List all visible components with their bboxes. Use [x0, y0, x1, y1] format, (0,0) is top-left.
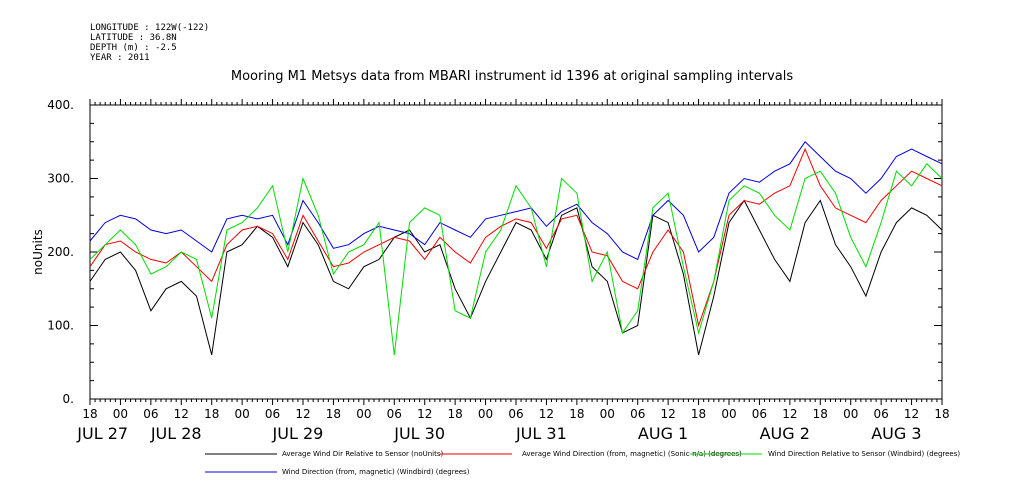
series-lines	[89, 141, 943, 356]
x-tick-label: 18	[934, 407, 949, 421]
x-tick-label: 18	[691, 407, 706, 421]
series-line	[89, 163, 943, 355]
legend: Average Wind Dir Relative to Sensor (noU…	[205, 450, 960, 476]
x-day-label: AUG 1	[638, 424, 688, 443]
x-tick-label: 00	[843, 407, 858, 421]
x-tick-label: 06	[874, 407, 889, 421]
x-tick-label: 12	[417, 407, 432, 421]
x-tick-label: 12	[295, 407, 310, 421]
x-tick-label: 12	[539, 407, 554, 421]
x-tick-labels: 18 00 06 12 18 00 06 12 18 00 06 12 18 00 06 12 18 00 06 12…	[82, 407, 949, 421]
x-tick-label: 12	[904, 407, 919, 421]
x-tick-label: 00	[721, 407, 736, 421]
x-tick-label: 12	[782, 407, 797, 421]
x-tick-label: 06	[752, 407, 767, 421]
x-tick-label: 18	[448, 407, 463, 421]
plot-frame	[89, 104, 943, 400]
x-day-label: JUL 28	[150, 424, 202, 443]
legend-label: Average Wind Dir Relative to Sensor (noU…	[282, 450, 443, 458]
metadata-line: LATITUDE : 36.8N	[90, 33, 177, 43]
y-tick-label: 100.	[47, 319, 74, 333]
series-line	[89, 141, 943, 261]
legend-label: Average Wind Direction (from, magnetic) …	[522, 450, 742, 458]
x-tick-label: 06	[387, 407, 402, 421]
x-day-label: AUG 3	[871, 424, 921, 443]
chart-title: Mooring M1 Metsys data from MBARI instru…	[231, 69, 793, 84]
metadata-line: YEAR : 2011	[90, 53, 150, 63]
y-tick-label: 200.	[47, 245, 74, 259]
y-tick-label: 300.	[47, 172, 74, 186]
x-tick-label: 00	[478, 407, 493, 421]
series-line	[89, 199, 943, 356]
x-tick-label: 00	[600, 407, 615, 421]
x-tick-label: 18	[204, 407, 219, 421]
x-tick-label: 06	[265, 407, 280, 421]
legend-label: Wind Direction (from, magnetic) (Windbir…	[282, 468, 470, 476]
x-tick-label: 00	[356, 407, 371, 421]
x-day-label: JUL 27	[76, 424, 128, 443]
x-tick-label: 12	[661, 407, 676, 421]
x-tick-label: 18	[813, 407, 828, 421]
x-day-label: JUL 29	[272, 424, 324, 443]
x-day-label: JUL 30	[393, 424, 445, 443]
legend-label: Wind Direction Relative to Sensor (Windb…	[768, 450, 960, 458]
metadata-block: LONGITUDE : 122W(-122)LATITUDE : 36.8NDE…	[90, 23, 209, 63]
y-axis-label: noUnits	[31, 229, 45, 275]
x-tick-label: 12	[174, 407, 189, 421]
x-day-labels: JUL 27 JUL 28 JUL 29 JUL 30 JUL 31 AUG 1 AUG 2…	[76, 424, 921, 443]
axis-ticks	[89, 99, 943, 405]
metadata-line: DEPTH (m) : -2.5	[90, 43, 177, 53]
x-tick-label: 06	[508, 407, 523, 421]
y-tick-labels: 0. 100. 200. 300. 400.	[47, 98, 74, 406]
series-line	[89, 147, 943, 328]
metadata-line: LONGITUDE : 122W(-122)	[90, 23, 209, 33]
x-tick-label: 18	[326, 407, 341, 421]
x-tick-label: 06	[630, 407, 645, 421]
y-tick-label: 0.	[63, 392, 74, 406]
y-tick-label: 400.	[47, 98, 74, 112]
x-day-label: JUL 31	[515, 424, 567, 443]
x-day-label: AUG 2	[760, 424, 810, 443]
x-tick-label: 18	[82, 407, 97, 421]
x-tick-label: 06	[143, 407, 158, 421]
x-tick-label: 18	[569, 407, 584, 421]
x-tick-label: 00	[113, 407, 128, 421]
x-tick-label: 00	[235, 407, 250, 421]
